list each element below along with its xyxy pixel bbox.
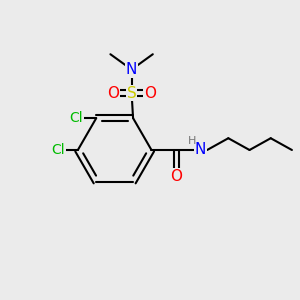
Text: S: S	[127, 85, 136, 100]
Text: N: N	[195, 142, 206, 158]
Text: N: N	[126, 62, 137, 77]
Text: O: O	[170, 169, 182, 184]
Text: Cl: Cl	[70, 111, 83, 125]
Text: Cl: Cl	[51, 143, 65, 157]
Text: H: H	[188, 136, 196, 146]
Text: O: O	[144, 85, 156, 100]
Text: O: O	[107, 85, 119, 100]
